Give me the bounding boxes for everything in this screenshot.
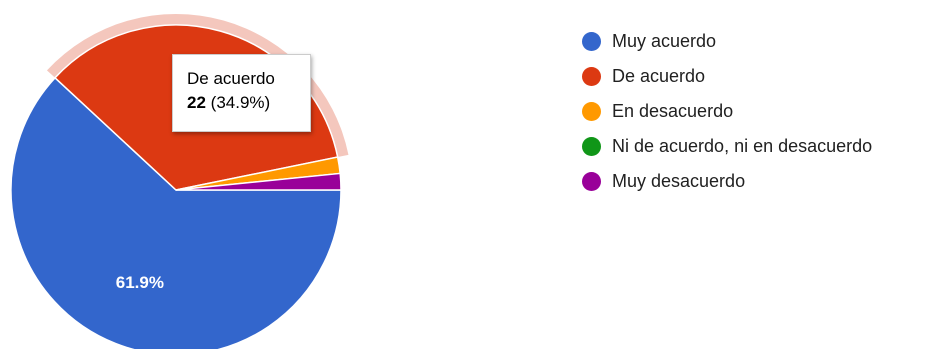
legend-label: Ni de acuerdo, ni en desacuerdo [612, 136, 873, 156]
tooltip-title: De acuerdo [187, 69, 275, 88]
legend-item-ni-de-acuerdo[interactable]: Ni de acuerdo, ni en desacuerdo [582, 129, 872, 164]
pie-chart: 61.9% [10, 13, 349, 349]
legend-dot-icon [582, 102, 601, 121]
legend-item-muy-desacuerdo[interactable]: Muy desacuerdo [582, 164, 872, 199]
legend-dot-icon [582, 32, 601, 51]
tooltip-value: 22 [187, 93, 206, 112]
tooltip-percent: (34.9%) [210, 93, 271, 112]
legend-label: De acuerdo [612, 66, 706, 86]
legend-item-en-desacuerdo[interactable]: En desacuerdo [582, 94, 872, 129]
legend-label: Muy desacuerdo [612, 171, 746, 191]
pie-slice-muy-desacuerdo[interactable] [175, 172, 342, 191]
slice-highlight-ring [46, 13, 349, 158]
slice-label-muy-acuerdo: 61.9% [116, 273, 164, 292]
legend-item-de-acuerdo[interactable]: De acuerdo [582, 59, 872, 94]
legend-label: En desacuerdo [612, 101, 734, 121]
legend-item-muy-acuerdo[interactable]: Muy acuerdo [582, 24, 872, 59]
legend-dot-icon [582, 172, 601, 191]
legend-dot-icon [582, 67, 601, 86]
tooltip-body: 22 (34.9%) [187, 91, 310, 115]
legend-label: Muy acuerdo [612, 31, 717, 51]
legend: Muy acuerdo De acuerdo En desacuerdo Ni … [582, 24, 872, 199]
legend-dot-icon [582, 137, 601, 156]
pie-slice-muy-acuerdo[interactable] [10, 76, 342, 349]
tooltip: De acuerdo 22 (34.9%) [172, 54, 311, 132]
